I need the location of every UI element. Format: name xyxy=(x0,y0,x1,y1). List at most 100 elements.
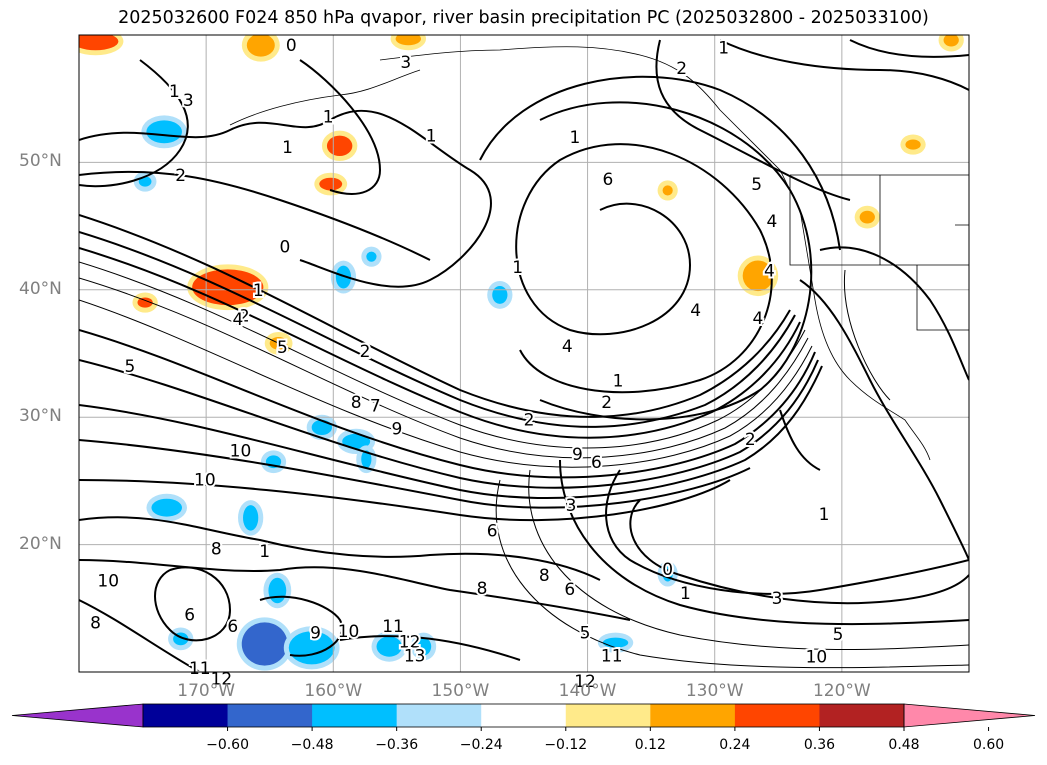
qvapor-contour-line xyxy=(79,365,823,500)
precip-anomaly-patch xyxy=(492,285,508,304)
precip-anomaly-patch xyxy=(859,210,875,224)
contour-label: 4 xyxy=(764,262,775,282)
colorbar-tick-label: −0.48 xyxy=(290,737,334,753)
contour-label: 12 xyxy=(399,632,421,652)
colorbar-tick-label: 0.24 xyxy=(719,737,751,753)
contour-label: 8 xyxy=(351,393,362,413)
contour-label: 8 xyxy=(211,539,222,559)
contour-label: 10 xyxy=(806,648,828,668)
precip-anomaly-patch xyxy=(246,35,275,57)
contour-label: 5 xyxy=(124,357,135,377)
contour-label: 7 xyxy=(370,397,381,417)
contour-label: 1 xyxy=(569,128,580,148)
qvapor-contour-line xyxy=(479,75,841,251)
qvapor-contour-line xyxy=(79,231,796,428)
qvapor-contour-line xyxy=(515,143,773,394)
contour-label: 8 xyxy=(539,566,550,586)
contour-label: 11 xyxy=(189,659,211,679)
qvapor-contour-line xyxy=(299,59,382,195)
coastline xyxy=(799,209,931,461)
qvapor-contour-line xyxy=(79,170,431,261)
coastline xyxy=(229,69,421,126)
precip-anomaly-patch xyxy=(742,260,774,292)
colorbar-tick-label: −0.60 xyxy=(206,737,249,753)
precip-anomaly-patch xyxy=(241,622,288,666)
contour-label: 0 xyxy=(280,237,291,257)
precip-anomaly-patch xyxy=(335,265,352,289)
qvapor-contour-line xyxy=(819,246,969,381)
border-lines xyxy=(789,174,969,331)
contour-label: 1 xyxy=(613,371,624,391)
precip-anomaly-patch xyxy=(311,419,333,436)
longitude-label: 120°W xyxy=(812,681,871,701)
contour-label: 3 xyxy=(772,589,783,609)
colorbar-segment xyxy=(819,704,905,727)
qvapor-contour-line xyxy=(79,109,492,288)
colorbar-tick-label: −0.12 xyxy=(544,737,588,753)
qvapor-contour-line xyxy=(79,299,813,468)
contour-label: 3 xyxy=(566,496,577,516)
contour-label: 13 xyxy=(404,646,426,666)
contour-label: 2 xyxy=(239,306,250,326)
qvapor-contour-line xyxy=(259,595,343,657)
coastline-layer xyxy=(229,46,969,461)
contour-label: 1 xyxy=(323,108,334,128)
longitude-label: 160°W xyxy=(304,681,363,701)
qvapor-contour-line xyxy=(495,479,969,669)
contour-label: 1 xyxy=(253,281,264,301)
contour-label: 4 xyxy=(562,337,573,357)
qvapor-contour-line xyxy=(79,247,801,439)
colorbar-tick-label: 0.48 xyxy=(888,737,920,753)
contour-label: 2 xyxy=(745,430,756,450)
contour-label: 1 xyxy=(512,258,523,278)
qvapor-contour-line xyxy=(79,214,791,418)
contour-label: 10 xyxy=(230,441,252,461)
contour-label: 4 xyxy=(767,212,778,232)
qvapor-contour-line xyxy=(779,409,821,471)
colorbar-extend-min xyxy=(11,703,144,728)
precip-anomaly-patch xyxy=(138,176,152,187)
colorbar-tick-label: −0.24 xyxy=(459,737,503,753)
qvapor-contour-line xyxy=(79,516,601,581)
contour-label: 1 xyxy=(259,542,270,562)
contour-label: 1 xyxy=(426,127,437,147)
map-frame-bg xyxy=(79,35,969,672)
contour-label: 2 xyxy=(601,393,612,413)
contour-label: 6 xyxy=(184,606,195,626)
qvapor-contour-line xyxy=(79,277,809,459)
contour-label: 11 xyxy=(382,617,404,637)
colorbar-segment xyxy=(227,704,313,727)
qvapor-contour-line xyxy=(629,499,969,605)
qvapor-contour-line xyxy=(79,59,189,188)
contour-label: 4 xyxy=(753,309,764,329)
qvapor-contour-line xyxy=(79,599,201,672)
contour-label: 10 xyxy=(194,471,216,491)
colorbar-segment xyxy=(481,704,567,727)
colorbar-tick-label: 0.12 xyxy=(634,737,666,753)
contour-label: 6 xyxy=(487,522,498,542)
contour-label: 5 xyxy=(580,624,591,644)
qvapor-contour-line xyxy=(605,469,969,595)
qvapor-contour-line xyxy=(79,359,819,489)
longitude-label: 170°W xyxy=(177,681,236,701)
qvapor-contour-line xyxy=(559,459,969,626)
contour-label: 2 xyxy=(524,411,535,431)
colorbar-segment xyxy=(143,704,229,727)
colorbar xyxy=(11,703,1036,731)
latitude-label: 50°N xyxy=(19,151,62,172)
precip-anomaly-patch xyxy=(342,433,371,450)
precip-anomaly-patch xyxy=(376,636,402,657)
contour-label: 1 xyxy=(169,82,180,102)
qvapor-contour-line xyxy=(719,39,969,91)
contour-label: 1 xyxy=(718,39,729,59)
contour-label: 1 xyxy=(282,138,293,158)
qvapor-contour-line xyxy=(79,479,731,522)
precip-anomaly-patch xyxy=(395,35,422,46)
contour-label: 3 xyxy=(183,91,194,111)
contour-label: 5 xyxy=(833,625,844,645)
contour-label: 12 xyxy=(211,669,233,689)
colorbar-segment xyxy=(650,704,736,727)
contour-label: 2 xyxy=(676,59,687,79)
contour-label: 9 xyxy=(310,624,321,644)
